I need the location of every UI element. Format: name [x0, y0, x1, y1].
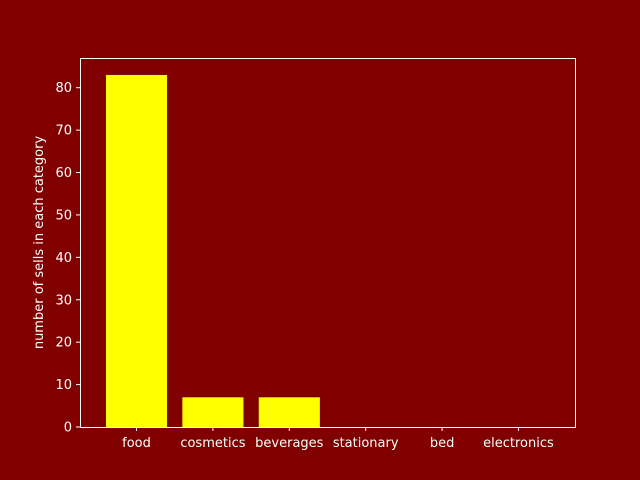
x-tick-label-electronics: electronics — [483, 436, 554, 451]
y-tick-label: 70 — [55, 124, 72, 139]
y-tick-label: 10 — [55, 378, 72, 393]
plot-area-frame — [80, 58, 576, 428]
y-axis-title: number of sells in each category — [32, 136, 47, 350]
bar-beverages — [258, 397, 320, 427]
y-axis: 0 10 20 30 40 50 60 70 80 — [55, 81, 80, 436]
x-tick-label-cosmetics: cosmetics — [180, 436, 245, 451]
y-tick-label: 20 — [55, 336, 72, 351]
x-tick-label-food: food — [122, 436, 151, 451]
bar-food — [105, 74, 168, 427]
y-tick-label: 30 — [55, 293, 72, 308]
y-tick-label: 60 — [55, 166, 72, 181]
bars-group — [105, 74, 320, 427]
bar-cosmetics — [182, 397, 244, 427]
x-tick-label-stationary: stationary — [333, 436, 399, 451]
x-axis: food cosmetics beverages stationary bed elect… — [122, 427, 554, 451]
y-tick-label: 80 — [55, 81, 72, 96]
y-tick-label: 50 — [55, 208, 72, 223]
x-tick-label-bed: bed — [430, 436, 455, 451]
x-tick-label-beverages: beverages — [255, 436, 324, 451]
y-tick-label: 40 — [55, 251, 72, 266]
y-tick-label: 0 — [64, 421, 72, 436]
